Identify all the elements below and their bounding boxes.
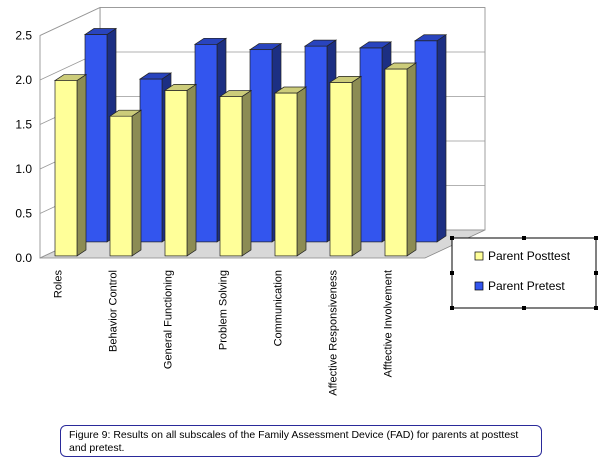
bar-0-4 <box>273 86 308 257</box>
bar-0-5 <box>328 75 363 257</box>
bar-0-2 <box>163 83 198 257</box>
bar-front <box>164 90 188 257</box>
bar-side <box>131 109 142 257</box>
bar-0-6 <box>383 62 418 257</box>
bar-front <box>359 47 383 243</box>
legend-handle <box>594 236 598 240</box>
bar-top <box>138 72 173 80</box>
bar-front <box>304 45 328 243</box>
bar-0-0 <box>53 73 88 257</box>
bar-side <box>186 83 197 257</box>
y-tick-label: 2.0 <box>15 73 32 87</box>
x-tick-label: General Functioning <box>163 270 175 369</box>
y-tick-label: 2.5 <box>15 29 32 43</box>
legend-handle <box>522 236 526 240</box>
bar-side <box>351 75 362 257</box>
bar-top <box>83 28 118 35</box>
bar-front <box>329 81 353 257</box>
bar-top <box>383 62 418 70</box>
bar-top <box>358 41 393 49</box>
bar-0-3 <box>218 89 253 257</box>
legend-swatch <box>474 281 484 291</box>
bar-front <box>249 49 273 243</box>
x-tick-label: Problem Solving <box>218 270 230 350</box>
bar-1-6 <box>413 34 448 243</box>
bar-front <box>54 80 78 257</box>
bar-top <box>218 90 253 97</box>
x-tick-label: Communication <box>273 270 285 346</box>
legend-handle <box>522 306 526 310</box>
legend-swatch <box>474 251 484 261</box>
bar-front <box>84 34 108 243</box>
legend-handle <box>450 271 454 275</box>
legend-handle <box>594 306 598 310</box>
legend-handle <box>594 271 598 275</box>
bar-top <box>303 39 338 47</box>
x-tick-label: Behavior Control <box>108 270 120 352</box>
bar-chart: 0.0 0.5 1.0 1.5 2.0 2.5 Roles Behavior Control G… <box>15 6 598 396</box>
y-tick-label: 0.0 <box>15 251 32 265</box>
y-tick-label: 0.5 <box>15 207 32 221</box>
caption-text: Figure 9: Results on all subscales of th… <box>69 429 519 454</box>
bar-front <box>139 78 163 243</box>
bar-top <box>53 74 88 81</box>
bar-side <box>436 34 447 243</box>
bar-side <box>241 89 252 257</box>
x-tick-label: Roles <box>53 270 65 299</box>
bar-top <box>413 34 448 42</box>
bar-top <box>328 75 363 83</box>
bar-front <box>384 68 408 257</box>
legend-handle <box>450 306 454 310</box>
bar-top <box>248 43 283 51</box>
x-tick-label: Afftective Involvement <box>383 270 395 377</box>
bar-side <box>296 86 307 257</box>
bar-front <box>194 43 218 243</box>
bar-front <box>219 96 243 257</box>
legend-box <box>451 237 597 309</box>
bar-top <box>108 109 143 117</box>
y-tick-label: 1.5 <box>15 118 32 132</box>
bar-front <box>109 115 133 257</box>
bar-front <box>274 92 298 257</box>
legend-label: Parent Pretest <box>488 279 565 293</box>
bar-side <box>406 62 417 257</box>
bar-0-1 <box>108 109 143 257</box>
bar-top <box>193 37 228 45</box>
bar-top <box>273 86 308 94</box>
gridline <box>39 7 485 36</box>
bar-top <box>163 84 198 91</box>
figure-caption: Figure 9: Results on all subscales of th… <box>60 425 542 457</box>
legend-handle <box>450 236 454 240</box>
y-tick-label: 1.0 <box>15 162 32 176</box>
x-tick-label: Affective Responsiveness <box>328 270 340 396</box>
legend-label: Parent Posttest <box>488 249 571 263</box>
bar-front <box>414 40 438 243</box>
bar-side <box>76 73 87 257</box>
